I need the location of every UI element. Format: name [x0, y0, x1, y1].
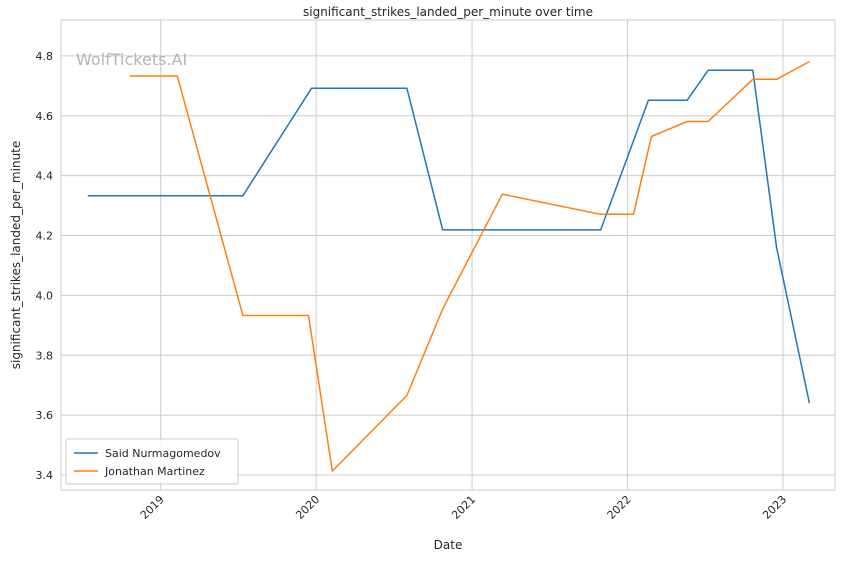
- series-line-jonathan-martinez: [129, 60, 810, 472]
- y-tick-label: 4.2: [36, 230, 54, 243]
- y-tick-label: 3.8: [36, 349, 54, 362]
- series-line-said-nurmagomedov: [87, 69, 811, 404]
- plot-area-frame: [60, 19, 836, 491]
- y-axis-ticks: 3.4 3.6 3.8 4.0 4.2 4.4 4.6 4.8: [36, 50, 54, 482]
- legend-box: [65, 438, 239, 485]
- watermark: WolfTickets.AI: [76, 50, 187, 69]
- y-tick-label: 4.8: [36, 50, 54, 63]
- y-tick-label: 3.6: [36, 409, 54, 422]
- y-tick-label: 4.0: [36, 289, 54, 302]
- x-axis-label: Date: [434, 538, 463, 552]
- y-axis-label: significant_strikes_landed_per_minute: [9, 141, 23, 370]
- series-lines: [87, 60, 811, 472]
- legend-label-said-nurmagomedov: Said Nurmagomedov: [105, 447, 221, 460]
- y-tick-label: 4.6: [36, 110, 54, 123]
- legend-label-jonathan-martinez: Jonathan Martinez: [104, 465, 205, 478]
- chart-title: significant_strikes_landed_per_minute ov…: [303, 5, 593, 19]
- y-tick-label: 3.4: [36, 469, 54, 482]
- legend: Said Nurmagomedov Jonathan Martinez: [65, 438, 239, 485]
- y-tick-label: 4.4: [36, 170, 54, 183]
- gridlines: [61, 20, 835, 490]
